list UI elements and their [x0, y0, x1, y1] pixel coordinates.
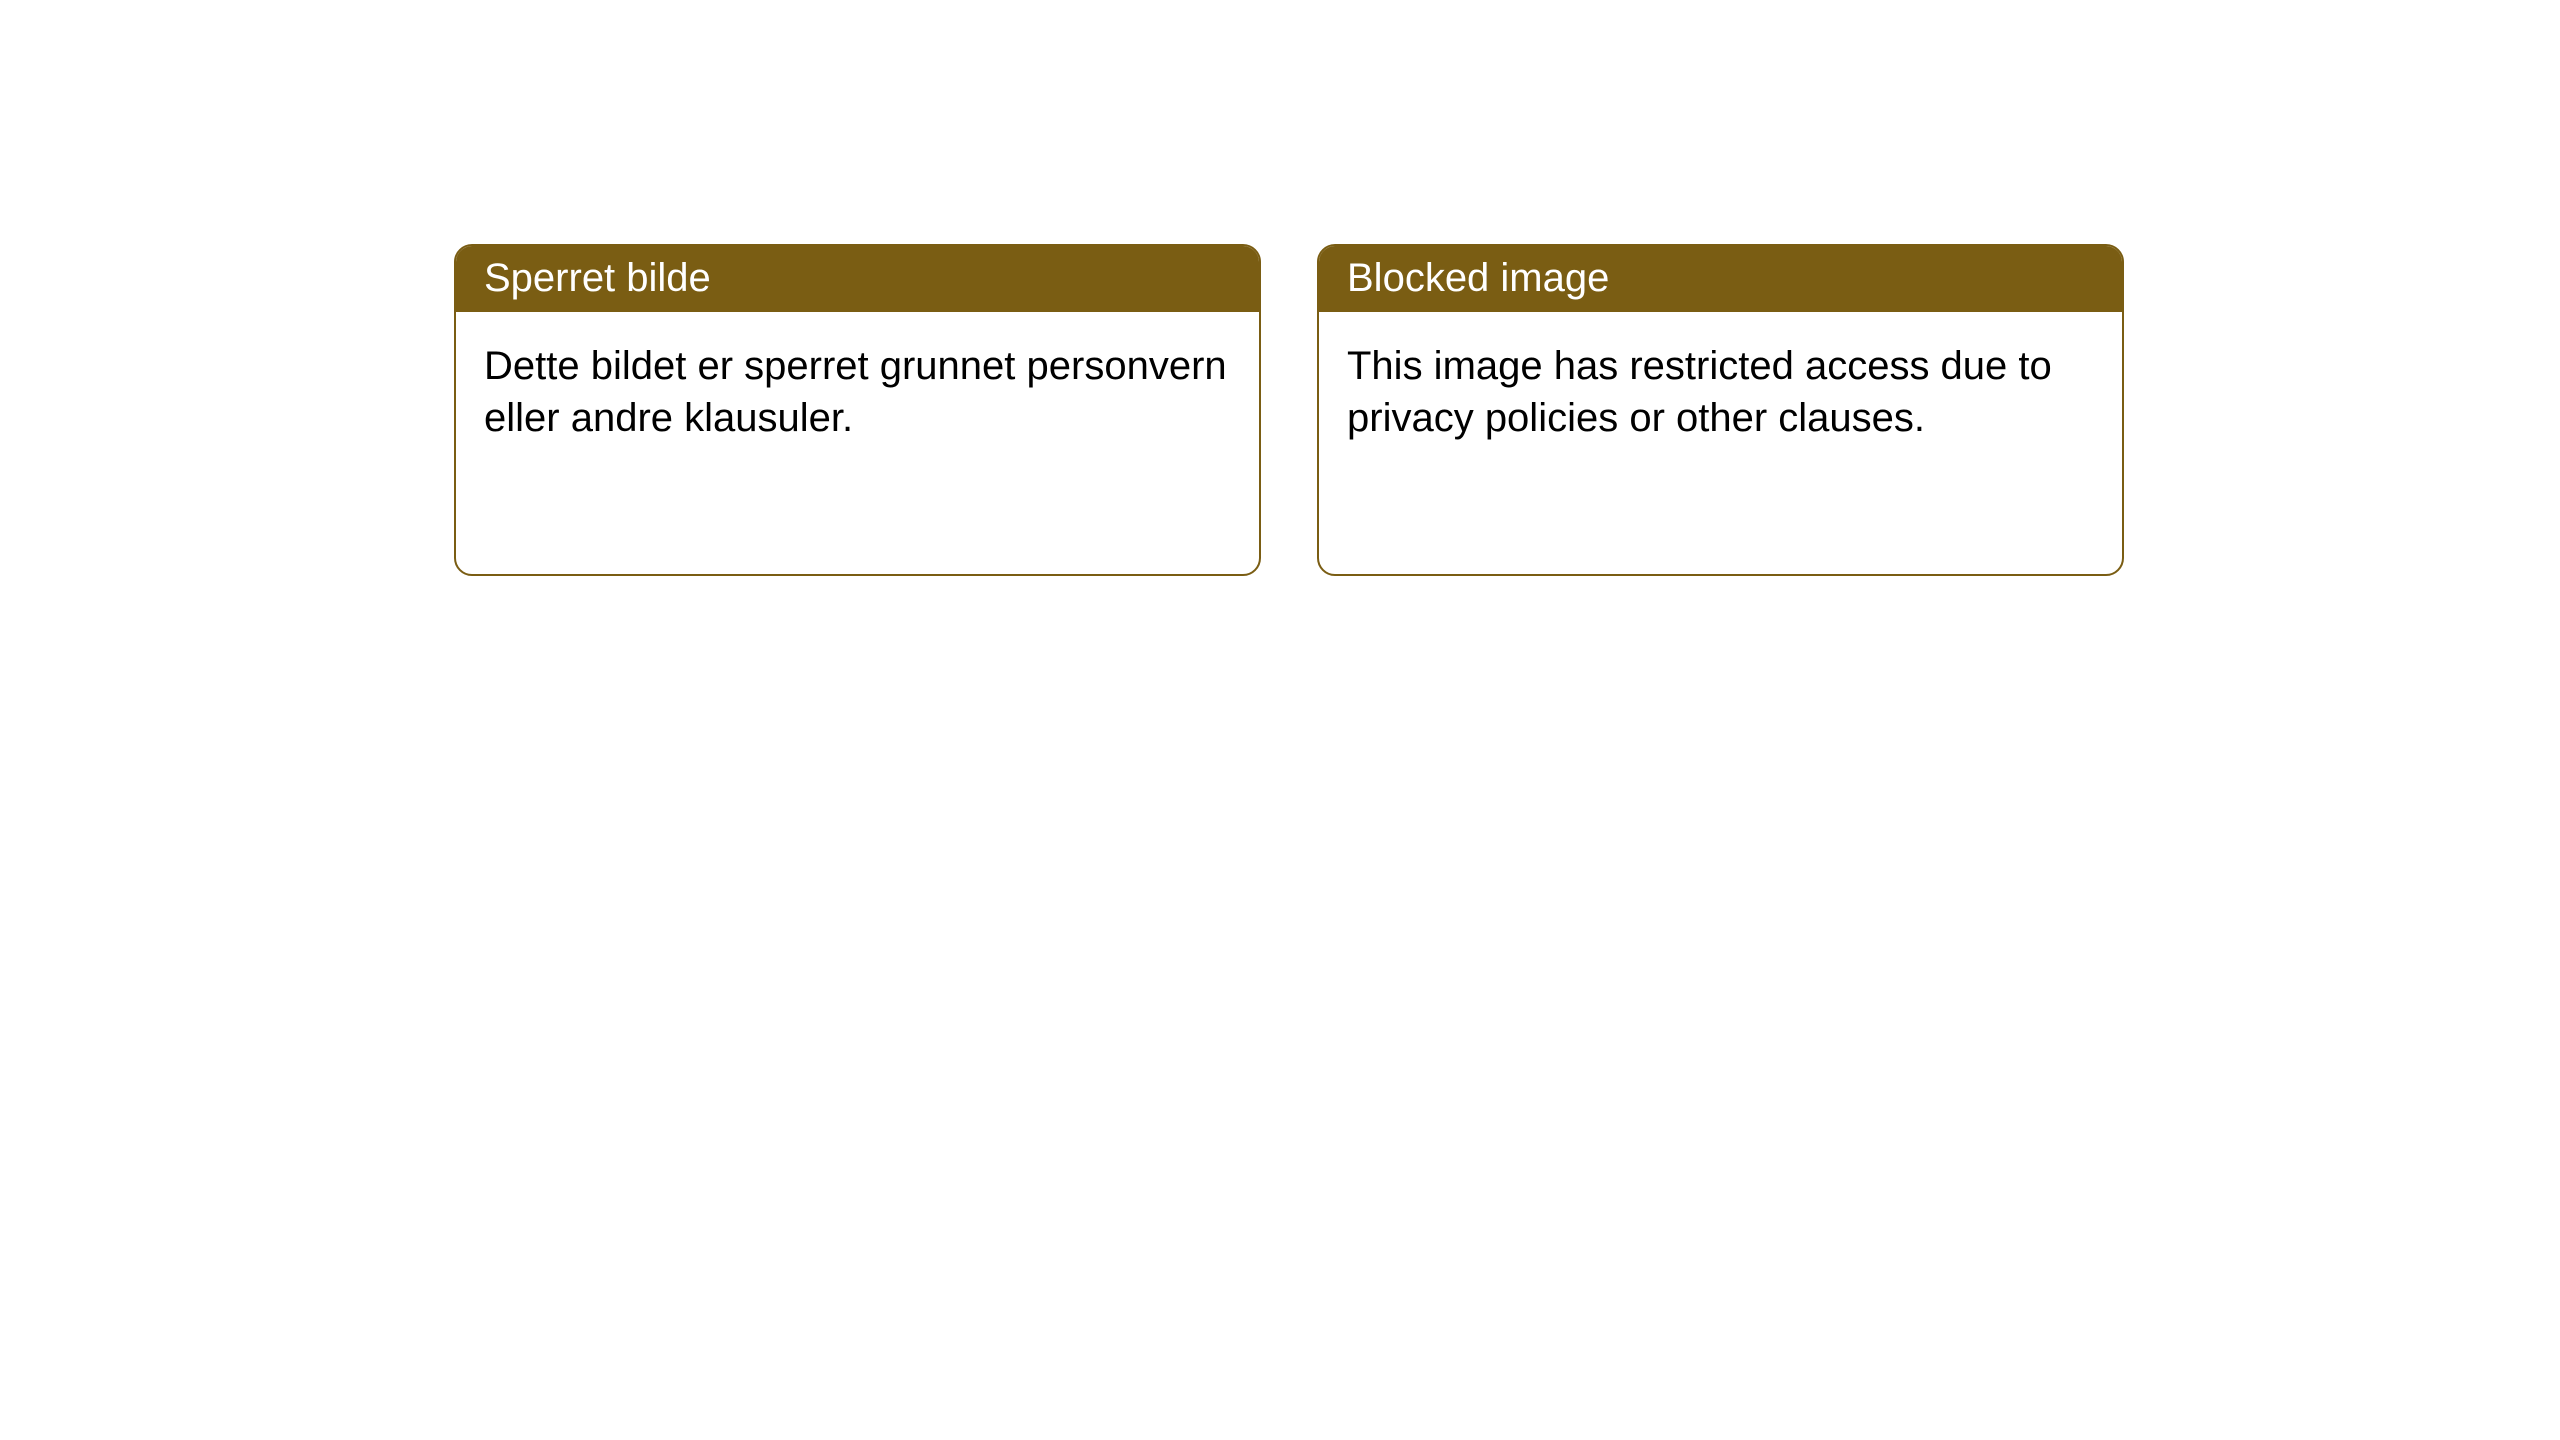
blocked-image-card-en: Blocked image This image has restricted …	[1317, 244, 2124, 576]
blocked-image-card-no: Sperret bilde Dette bildet er sperret gr…	[454, 244, 1261, 576]
card-header-en: Blocked image	[1319, 246, 2122, 312]
card-body-en: This image has restricted access due to …	[1319, 312, 2122, 472]
card-header-no: Sperret bilde	[456, 246, 1259, 312]
cards-container: Sperret bilde Dette bildet er sperret gr…	[0, 0, 2560, 576]
card-body-no: Dette bildet er sperret grunnet personve…	[456, 312, 1259, 472]
